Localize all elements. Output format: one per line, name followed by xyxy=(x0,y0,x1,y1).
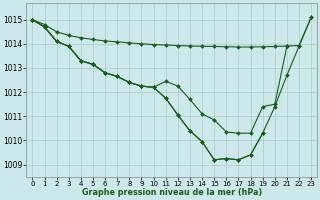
X-axis label: Graphe pression niveau de la mer (hPa): Graphe pression niveau de la mer (hPa) xyxy=(82,188,262,197)
